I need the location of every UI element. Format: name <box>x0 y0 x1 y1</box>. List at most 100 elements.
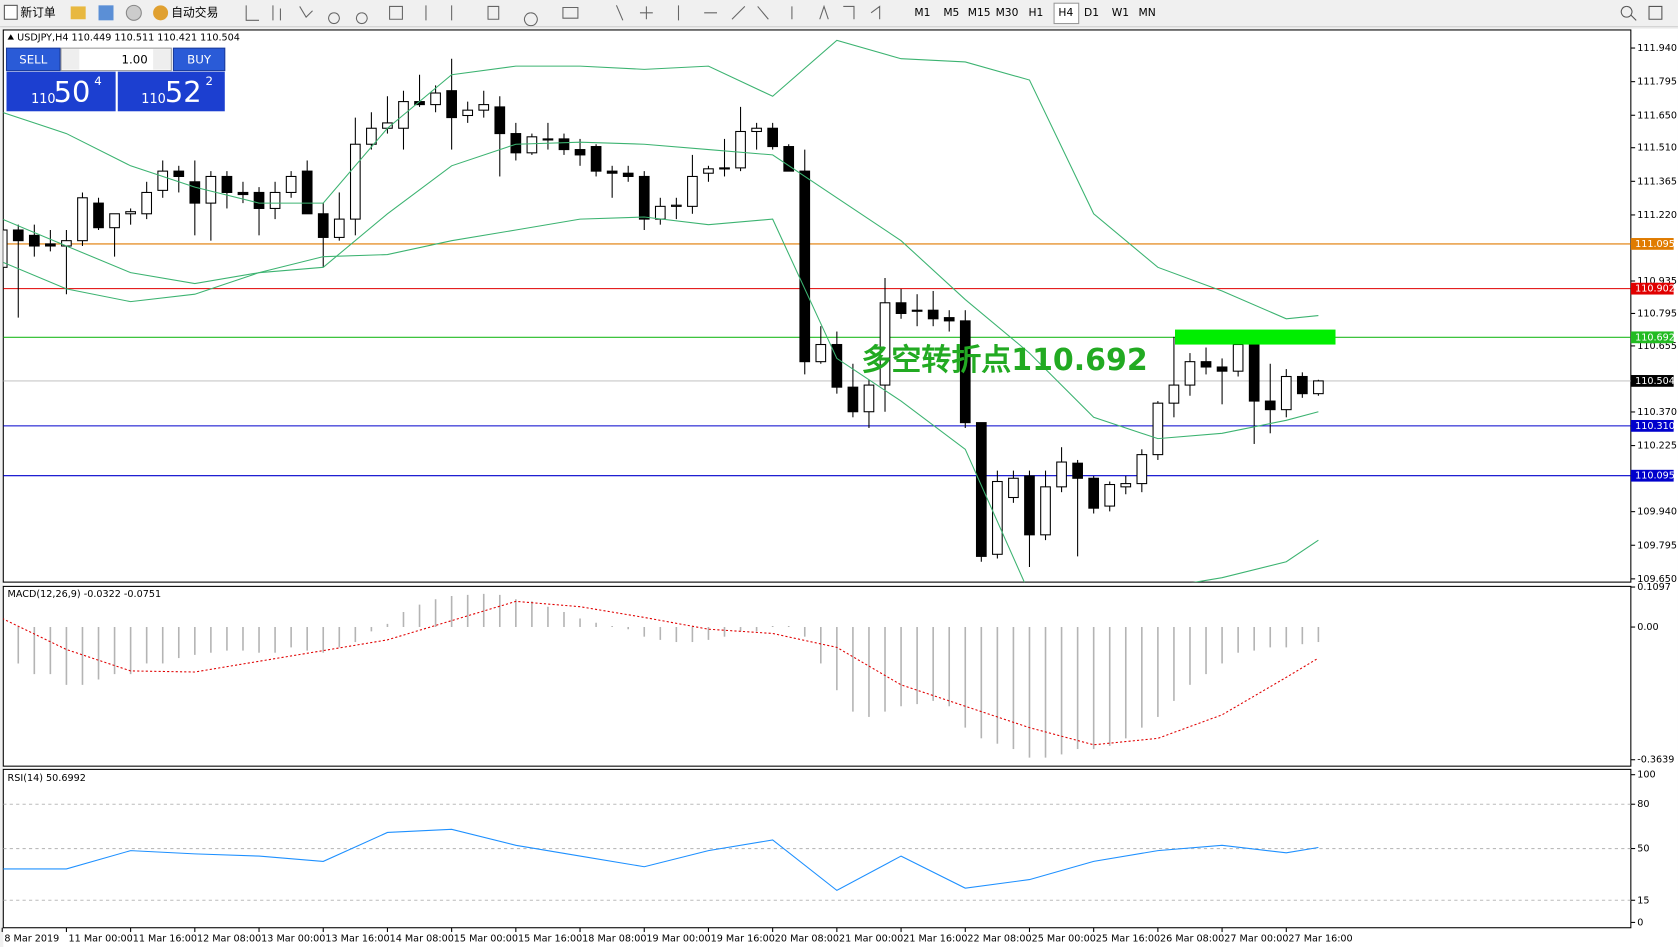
candle-body <box>831 343 843 388</box>
candle-body <box>349 143 361 220</box>
candle-body <box>285 175 297 193</box>
search-icons[interactable] <box>1620 5 1663 21</box>
candle-body <box>61 240 72 247</box>
candle-body <box>125 211 136 215</box>
candle-body <box>109 213 120 229</box>
candle-body <box>237 191 249 196</box>
x-tick-label: 11 Mar 16:00 <box>133 933 197 944</box>
candle-body <box>783 146 795 172</box>
auto-trade-button[interactable]: 自动交易 <box>171 5 218 19</box>
new-order-icon[interactable] <box>3 4 18 20</box>
candle-body <box>462 109 474 117</box>
timeframe-button[interactable]: M5 <box>943 6 959 19</box>
candle-body <box>173 170 185 177</box>
candle-body <box>157 170 169 191</box>
y-tick-label: 50 <box>1637 844 1649 855</box>
timeframe-button[interactable]: M1 <box>914 6 930 19</box>
candle-body <box>943 317 955 322</box>
lot-value[interactable]: 1.00 <box>122 52 148 66</box>
candle-body <box>494 106 506 135</box>
y-tick-label: 109.940 <box>1637 507 1677 518</box>
candle-body <box>1216 366 1228 372</box>
buy-label[interactable]: BUY <box>187 52 212 66</box>
candle-body <box>751 127 762 133</box>
candle-body <box>430 92 441 106</box>
candle-body <box>93 202 104 229</box>
info-arrow <box>7 34 14 40</box>
candle-body <box>735 130 746 169</box>
y-tick-label: 0 <box>1637 917 1643 928</box>
candle-body <box>1088 477 1100 509</box>
x-tick-label: 8 Mar 2019 <box>4 933 59 944</box>
timeframe-button[interactable]: M15 <box>968 6 991 19</box>
icon[interactable] <box>125 4 142 21</box>
new-order-button[interactable]: 新订单 <box>20 5 56 19</box>
timeframe-button[interactable]: H1 <box>1028 6 1043 19</box>
macd-info: MACD(12,26,9) -0.0322 -0.0751 <box>8 589 162 600</box>
x-tick-label: 25 Mar 00:00 <box>1032 933 1096 944</box>
sell-label[interactable]: SELL <box>19 52 47 66</box>
x-tick-label: 26 Mar 08:00 <box>1160 933 1224 944</box>
sell-price-pips: 50 <box>54 75 91 109</box>
buy-price-box[interactable] <box>117 71 225 112</box>
toolbar-bg <box>0 0 1678 27</box>
candle-body <box>28 234 40 247</box>
lot-input[interactable] <box>60 47 172 72</box>
buy-button[interactable] <box>172 47 226 72</box>
x-tick-label: 14 Mar 08:00 <box>390 933 454 944</box>
candle-body <box>959 320 971 424</box>
rsi-info: RSI(14) 50.6992 <box>8 773 86 784</box>
bollinger-band <box>3 216 1319 583</box>
timeframe-button[interactable]: M30 <box>996 6 1019 19</box>
timeframe-button[interactable]: D1 <box>1084 6 1099 19</box>
price-label: 110.310 <box>1635 421 1675 432</box>
candle-body <box>687 175 698 207</box>
y-tick-label: 80 <box>1637 799 1649 810</box>
icon[interactable] <box>98 5 114 21</box>
candle-body <box>703 168 714 174</box>
y-tick-label: 111.510 <box>1637 143 1677 154</box>
macd-signal <box>3 600 1319 746</box>
candle-body <box>253 191 265 209</box>
candle-body <box>269 191 281 209</box>
price-label-box <box>1630 331 1674 344</box>
auto-trade-icon[interactable] <box>153 5 169 21</box>
candle-body <box>1248 343 1260 402</box>
rsi-plot <box>3 803 1631 901</box>
timeframe-button[interactable]: W1 <box>1112 6 1129 19</box>
lot-up[interactable] <box>153 49 171 70</box>
candle-body <box>333 218 345 238</box>
price-label: 111.095 <box>1635 239 1675 250</box>
x-tick-label: 27 Mar 16:00 <box>1288 933 1352 944</box>
candle-body <box>558 138 570 151</box>
candle-body <box>815 343 827 363</box>
icon[interactable] <box>70 6 86 20</box>
y-tick-label: 109.795 <box>1637 540 1677 551</box>
y-tick-label: 111.940 <box>1637 43 1677 54</box>
tool-icons[interactable] <box>245 4 881 27</box>
x-tick-label: 15 Mar 16:00 <box>518 933 582 944</box>
rsi-line <box>3 828 1319 891</box>
candle-body <box>446 90 457 119</box>
x-tick-label: 18 Mar 08:00 <box>582 933 646 944</box>
candle-body <box>574 149 586 156</box>
price-label: 110.902 <box>1635 284 1675 295</box>
y-tick-label: 110.225 <box>1637 441 1677 452</box>
buy-price-point: 2 <box>206 74 214 88</box>
candle-body <box>1296 375 1308 395</box>
timeframe-button[interactable]: MN <box>1139 6 1156 19</box>
y-tick-label: 111.365 <box>1637 176 1677 187</box>
y-tick-label: 110.935 <box>1637 276 1677 287</box>
timeframe-button[interactable]: H4 <box>1058 6 1073 19</box>
x-tick-label: 21 Mar 00:00 <box>839 933 903 944</box>
candle-body <box>12 229 24 242</box>
x-tick-label: 20 Mar 08:00 <box>775 933 839 944</box>
sell-button[interactable] <box>5 47 61 72</box>
lot-down[interactable] <box>62 49 80 70</box>
y-tick-label: 111.220 <box>1637 210 1677 221</box>
sell-price-box[interactable] <box>6 71 116 112</box>
candle-body <box>1008 477 1019 499</box>
annotation: 多空转折点110.692 <box>861 343 1147 378</box>
candle-body <box>542 138 554 141</box>
candle-body <box>1313 380 1324 395</box>
